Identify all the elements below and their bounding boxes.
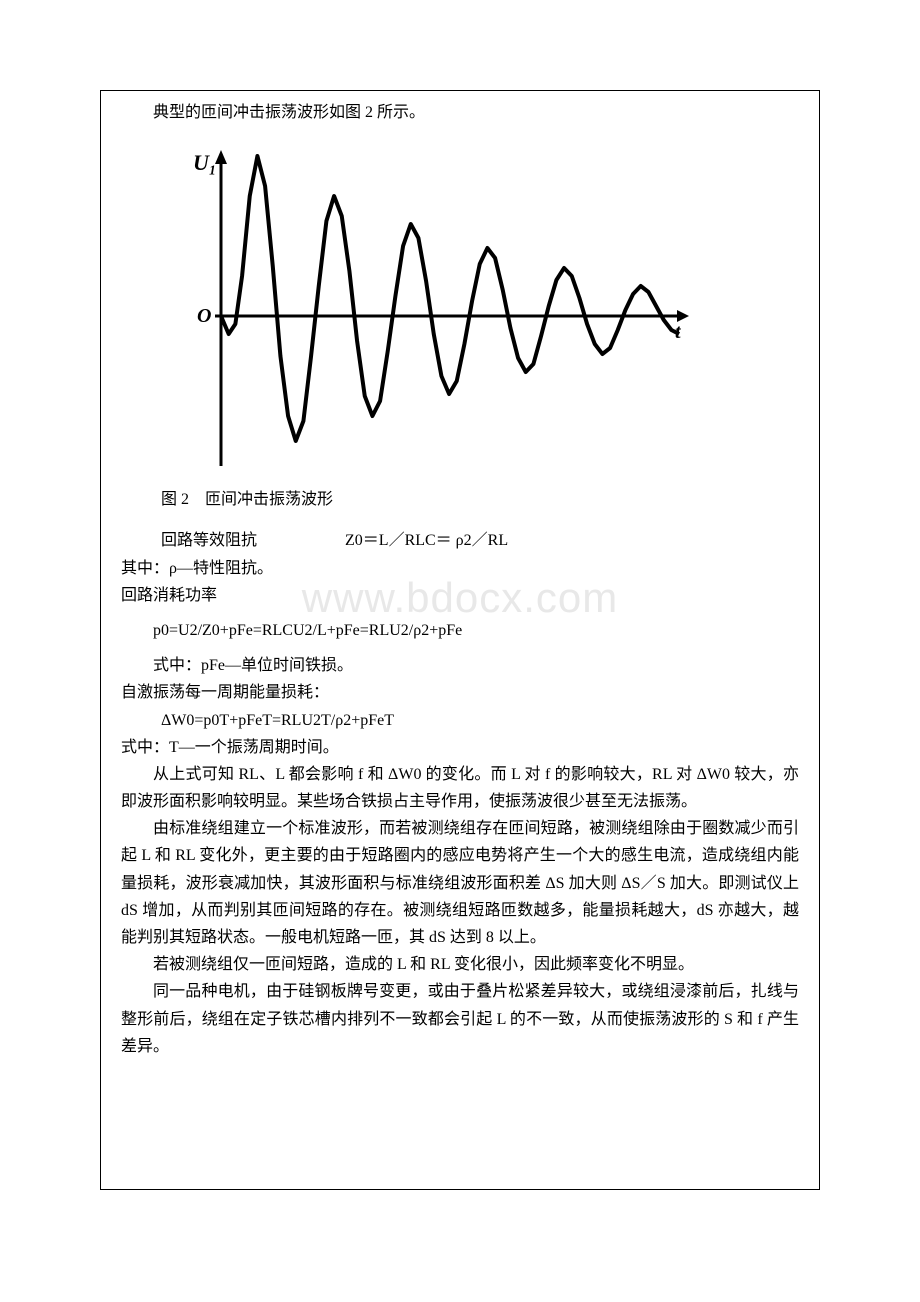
watermark-wrapper: www.bdocx.com 回路消耗功率 bbox=[121, 582, 799, 609]
eq3-note: 式中：T—一个振荡周期时间。 bbox=[121, 734, 799, 761]
equation-3: ΔW0=p0T+pFeT=RLU2T/ρ2+pFeT bbox=[161, 707, 799, 734]
intro-paragraph: 典型的匝间冲击振荡波形如图 2 所示。 bbox=[121, 99, 799, 126]
equation-1-line: 回路等效阻抗 Z0＝L／RLC＝ ρ2／RL bbox=[161, 527, 799, 554]
eq3-label: 自激振荡每一周期能量损耗： bbox=[121, 679, 799, 706]
svg-text:t: t bbox=[675, 321, 682, 343]
svg-text:U₁: U₁ bbox=[193, 150, 217, 175]
eq1-note2: 回路消耗功率 bbox=[121, 582, 799, 609]
oscillation-waveform-chart: U₁ Ot bbox=[191, 146, 691, 476]
content-area: 典型的匝间冲击振荡波形如图 2 所示。 U₁ Ot 图 2 匝间冲击振荡波形 回路… bbox=[101, 91, 819, 1080]
eq2-note: 式中：pFe—单位时间铁损。 bbox=[121, 652, 799, 679]
figure-caption: 图 2 匝间冲击振荡波形 bbox=[161, 486, 799, 513]
paragraph-4: 同一品种电机，由于硅钢板牌号变更，或由于叠片松紧差异较大，或绕组浸漆前后，扎线与… bbox=[121, 978, 799, 1060]
eq1-formula: Z0＝L／RLC＝ ρ2／RL bbox=[345, 532, 508, 549]
paragraph-1: 从上式可知 RL、L 都会影响 f 和 ΔW0 的变化。而 L 对 f 的影响较… bbox=[121, 761, 799, 815]
page-frame: 典型的匝间冲击振荡波形如图 2 所示。 U₁ Ot 图 2 匝间冲击振荡波形 回路… bbox=[100, 90, 820, 1190]
eq1-note1: 其中：ρ—特性阻抗。 bbox=[121, 555, 799, 582]
paragraph-3: 若被测绕组仅一匝间短路，造成的 L 和 RL 变化很小，因此频率变化不明显。 bbox=[121, 951, 799, 978]
eq1-label: 回路等效阻抗 bbox=[161, 532, 257, 549]
svg-text:O: O bbox=[197, 305, 211, 327]
equation-2: p0=U2/Z0+pFe=RLCU2/L+pFe=RLU2/ρ2+pFe bbox=[121, 617, 799, 644]
paragraph-2: 由标准绕组建立一个标准波形，而若被测绕组存在匝间短路，被测绕组除由于圈数减少而引… bbox=[121, 815, 799, 951]
